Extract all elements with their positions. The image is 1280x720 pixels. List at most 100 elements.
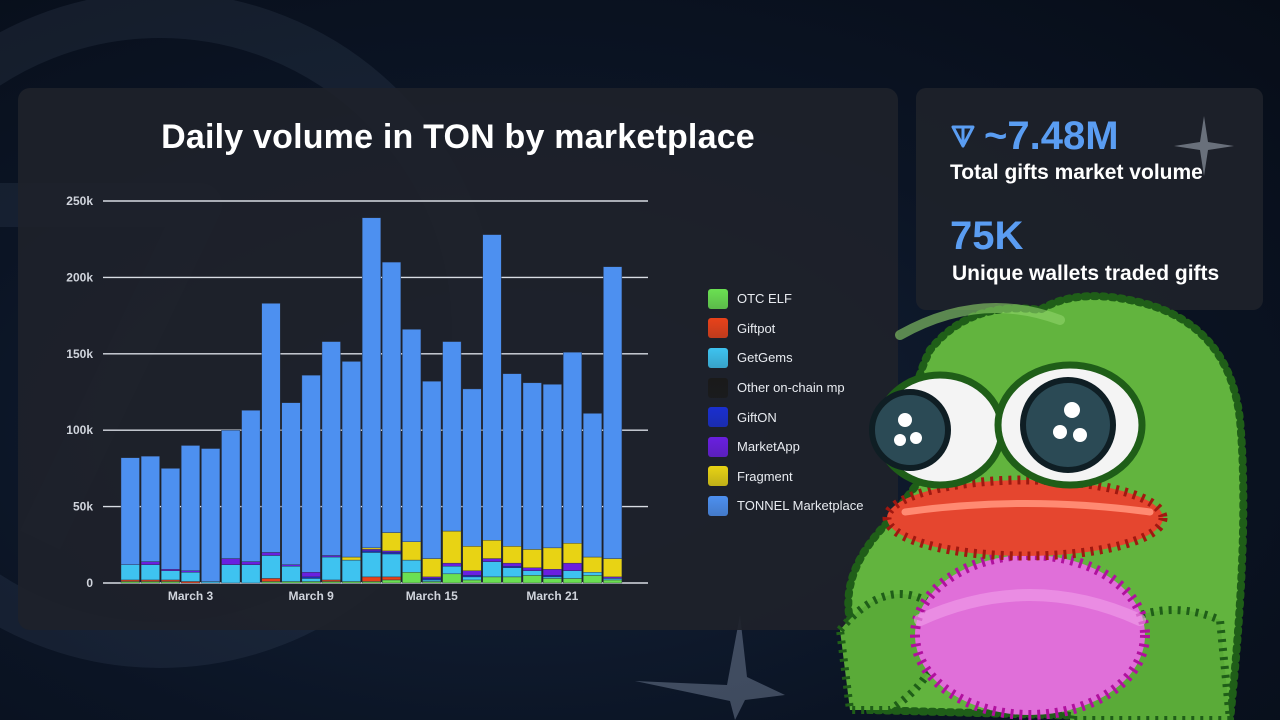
bar-segment xyxy=(140,581,160,584)
pepe-frog-illustration xyxy=(835,292,1248,720)
bar-segment xyxy=(583,413,602,558)
bar-segment xyxy=(301,572,321,578)
x-tick-label: March 3 xyxy=(168,589,214,603)
bar-segment xyxy=(321,555,341,558)
bar-segment xyxy=(563,352,582,544)
legend-swatch xyxy=(708,318,728,339)
bar-segment xyxy=(563,578,582,584)
legend-swatch xyxy=(708,377,728,398)
legend-swatch xyxy=(708,495,728,516)
unique-wallets-label: Unique wallets traded gifts xyxy=(952,262,1220,285)
bar-segment xyxy=(563,562,582,571)
bar-segment xyxy=(442,562,462,567)
bar-segment xyxy=(583,556,602,573)
bar-segment xyxy=(422,576,442,579)
total-volume-label: Total gifts market volume xyxy=(950,161,1203,184)
bar-segment xyxy=(181,572,201,582)
bar-segment xyxy=(422,578,442,581)
bar-segment xyxy=(120,581,140,584)
bar-segment xyxy=(362,217,381,549)
bar-segment xyxy=(160,581,180,584)
bar-segment xyxy=(522,567,542,571)
bar-segment xyxy=(462,576,482,581)
legend-label: MarketApp xyxy=(737,439,800,455)
chart-title: Daily volume in TON by marketplace xyxy=(161,118,755,156)
bar-segment xyxy=(603,576,623,579)
bar-segment xyxy=(563,570,582,579)
bar-segment xyxy=(261,578,281,582)
y-tick-label: 150k xyxy=(66,347,93,361)
ton-logo-icon xyxy=(951,125,975,148)
bar-segment xyxy=(583,572,602,576)
bar-segment xyxy=(482,234,502,541)
bar-segment xyxy=(201,581,221,584)
legend-label: Fragment xyxy=(737,468,793,484)
bar-segment xyxy=(382,261,401,533)
bar-segment xyxy=(422,581,442,584)
bar-segment xyxy=(462,579,482,584)
bar-segment xyxy=(362,581,381,584)
bar-segment xyxy=(422,381,442,559)
bar-segment xyxy=(583,575,602,584)
bar-segment xyxy=(160,570,180,581)
y-tick-label: 100k xyxy=(66,423,93,437)
legend-swatch xyxy=(708,347,728,368)
bar-segment xyxy=(502,373,522,547)
bar-segment xyxy=(442,530,462,564)
y-tick-label: 0 xyxy=(86,576,93,590)
bar-segment xyxy=(261,555,281,579)
legend-item: MarketApp xyxy=(708,432,863,462)
legend-label: TONNEL Marketplace xyxy=(737,498,864,514)
y-tick-label: 250k xyxy=(66,194,93,208)
bar-segment xyxy=(502,546,522,564)
bar-segment xyxy=(382,576,401,581)
bar-segment xyxy=(281,564,301,567)
bar-segment xyxy=(341,581,361,584)
legend-swatch xyxy=(708,436,728,457)
bar-segment xyxy=(382,552,401,555)
bar-segment xyxy=(301,576,321,579)
bar-segment xyxy=(603,558,623,578)
bar-segment xyxy=(140,564,160,581)
bar-segment xyxy=(181,581,201,584)
bar-segment xyxy=(160,569,180,571)
bar-segment xyxy=(522,575,542,584)
bar-segment xyxy=(522,382,542,550)
bar-segment xyxy=(422,558,442,578)
bar-segment xyxy=(241,561,261,565)
bar-segment xyxy=(281,581,301,584)
legend-item: GiftON xyxy=(708,402,863,432)
chart-legend: OTC ELF Giftpot GetGems Other on-chain mp Gi… xyxy=(708,284,863,521)
bar-segment xyxy=(281,565,301,582)
bar-segment xyxy=(482,561,502,578)
bar-segment xyxy=(382,532,401,552)
chart-card: Daily volume in TON by marketplace 0 50k 1… xyxy=(18,88,898,630)
bar-segment xyxy=(261,552,281,556)
unique-wallets-value: 75K xyxy=(950,214,1024,258)
legend-swatch xyxy=(708,288,728,309)
bar-segment xyxy=(181,445,201,571)
bar-segment xyxy=(221,558,241,565)
bar-segment xyxy=(502,576,522,584)
bar-segment xyxy=(221,430,241,559)
bar-segment xyxy=(542,384,562,549)
bar-segment xyxy=(362,576,381,582)
legend-item: Fragment xyxy=(708,462,863,492)
bar-segment xyxy=(301,581,321,584)
legend-label: Other on-chain mp xyxy=(737,380,845,396)
legend-item: Other on-chain mp xyxy=(708,373,863,403)
y-tick-label: 200k xyxy=(66,270,93,284)
bar-segment xyxy=(120,564,140,581)
bar-segment xyxy=(261,581,281,584)
bar-segment xyxy=(321,579,341,582)
bar-segment xyxy=(382,550,401,553)
total-volume-value: ~7.48M xyxy=(984,114,1119,158)
bar-segment xyxy=(201,448,221,582)
legend-item: GetGems xyxy=(708,343,863,373)
bar-segment xyxy=(301,578,321,582)
bar-segment xyxy=(563,543,582,564)
bar-segment xyxy=(603,578,623,581)
bar-segment xyxy=(402,541,422,561)
bar-segment xyxy=(542,547,562,570)
bar-segment xyxy=(542,575,562,578)
